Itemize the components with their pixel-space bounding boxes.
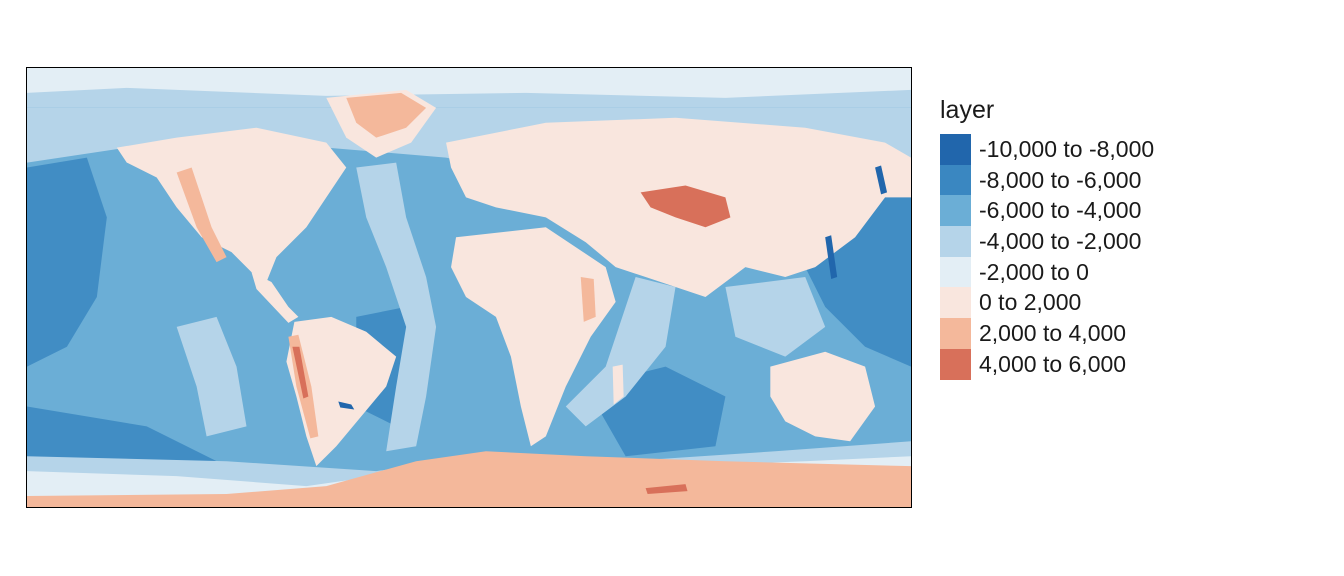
indian-ridge [565, 277, 676, 427]
antarctica [27, 451, 911, 507]
legend-swatch [940, 287, 971, 319]
legend-items: -10,000 to -8,000 -8,000 to -6,000 -6,000 … [940, 134, 1320, 380]
legend-swatch [940, 256, 971, 288]
madagascar [612, 364, 624, 405]
kuril-trench [875, 165, 888, 195]
east-africa-highlands [580, 277, 596, 322]
legend: layer -10,000 to -8,000 -8,000 to -6,000-… [940, 94, 1320, 380]
legend-item: 0 to 2,000 [940, 287, 1320, 319]
legend-item: 4,000 to 6,000 [940, 348, 1320, 380]
legend-swatch [940, 134, 971, 165]
legend-swatch [940, 318, 971, 349]
arctic-coastal [27, 68, 911, 98]
legend-label: -10,000 to -8,000 [979, 135, 1155, 162]
central-america [251, 272, 299, 323]
legend-swatch [940, 226, 971, 257]
australia [770, 351, 876, 442]
south-atlantic-trench [338, 401, 355, 410]
raster-map[interactable] [26, 67, 912, 508]
peak-layer [292, 185, 731, 495]
highland-layer [27, 92, 911, 507]
legend-item: -8,000 to -6,000 [940, 164, 1320, 196]
legend-label: -8,000 to -6,000 [979, 166, 1142, 193]
legend-item: -6,000 to -4,000 [940, 195, 1320, 227]
legend-swatch [940, 348, 971, 380]
legend-label: 0 to 2,000 [979, 289, 1082, 316]
trench-layer [338, 165, 888, 410]
mariana-trench [825, 235, 838, 280]
north-america [116, 127, 347, 283]
rockies [176, 167, 227, 263]
antarctic-peak [645, 484, 688, 495]
greenland-ice [346, 92, 427, 138]
andes-peaks [292, 346, 309, 399]
legend-item: -2,000 to 0 [940, 256, 1320, 288]
legend-label: -4,000 to -2,000 [979, 227, 1142, 254]
pacific-west-deep [27, 157, 107, 367]
legend-label: 4,000 to 6,000 [979, 350, 1127, 377]
east-pacific-rise [176, 316, 247, 437]
legend-label: 2,000 to 4,000 [979, 319, 1127, 346]
legend-label: -6,000 to -4,000 [979, 197, 1142, 224]
tibetan-plateau [640, 185, 731, 228]
legend-label: -2,000 to 0 [979, 258, 1089, 285]
indonesia-shelf [725, 277, 826, 357]
legend-item: 2,000 to 4,000 [940, 318, 1320, 349]
legend-swatch [940, 164, 971, 196]
elevation-raster [27, 68, 911, 507]
legend-title: layer [940, 96, 995, 124]
legend-item: -4,000 to -2,000 [940, 226, 1320, 257]
legend-swatch [940, 195, 971, 227]
mid-atlantic-ridge [356, 162, 437, 452]
legend-item: -10,000 to -8,000 [940, 134, 1320, 165]
africa [451, 227, 616, 447]
